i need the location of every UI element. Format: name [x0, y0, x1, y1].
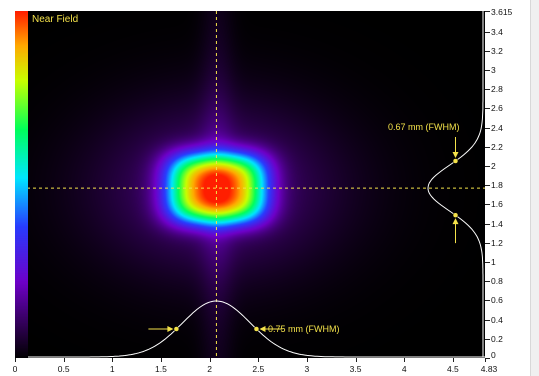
y-axis-tick-label: 1.2 [491, 237, 503, 248]
y-axis-tick-label: 0.6 [491, 295, 503, 306]
x-axis-tick [112, 358, 114, 362]
x-axis-tick-label: 0.5 [57, 364, 70, 374]
y-axis-tick [485, 300, 490, 302]
y-axis-tick [485, 185, 490, 187]
near-field-plot[interactable] [15, 11, 485, 358]
vertical-scrollbar[interactable] [530, 0, 539, 376]
y-axis-tick-label: 1.6 [491, 199, 503, 210]
x-axis-tick [258, 358, 260, 362]
y-axis-tick [485, 242, 490, 244]
y-axis-tick-label: 3 [491, 65, 496, 76]
fwhm-x-label: 0.75 mm (FWHM) [268, 324, 340, 334]
fwhm-x-right-marker [253, 326, 283, 332]
y-axis-tick-label: 0.8 [491, 276, 503, 287]
x-axis-tick-label: 3.5 [349, 364, 362, 374]
y-axis-tick [485, 108, 490, 110]
y-axis-tick-label: 3.615 [491, 7, 513, 17]
y-axis-tick [485, 166, 490, 168]
y-axis-tick-label: 2 [491, 161, 496, 172]
y-axis-tick-label: 3.2 [491, 45, 503, 56]
y-axis-tick-label: 1.8 [491, 180, 503, 191]
y-axis-tick [485, 11, 490, 12]
y-axis-tick [485, 31, 490, 33]
fwhm-y-bottom-marker [452, 212, 459, 244]
view-title: Near Field [32, 14, 79, 25]
y-axis-tick-label: 2.4 [491, 122, 503, 133]
x-axis-tick [63, 358, 65, 362]
y-axis-tick-label: 0.2 [491, 333, 503, 344]
x-axis: 0 0.5 1 1.5 2 2.5 3 3.5 4 4.5 4.83 [12, 358, 505, 376]
fwhm-y-top-marker [452, 137, 459, 164]
y-axis-tick-label: 2.2 [491, 141, 503, 152]
y-axis-tick [485, 262, 490, 263]
color-scale-bar [15, 11, 28, 358]
x-axis-tick-label: 3 [304, 364, 310, 374]
horizontal-profile-curve [15, 300, 485, 358]
x-axis-tick [452, 358, 454, 362]
y-axis-tick [485, 319, 490, 321]
y-axis-tick [485, 338, 490, 340]
y-axis-tick [485, 127, 490, 129]
y-axis-tick [485, 204, 490, 206]
x-axis-tick-label: 1 [109, 364, 115, 374]
x-axis-tick-label: 4.5 [446, 364, 459, 374]
fwhm-x-left-marker [148, 326, 180, 332]
y-axis-tick [485, 281, 490, 283]
y-axis-tick-label: 1.4 [491, 218, 503, 229]
x-axis-tick-label: 4 [401, 364, 407, 374]
y-axis-tick-label: 1 [491, 257, 496, 267]
y-axis-tick-label: 0.4 [491, 314, 503, 325]
beam-intensity-image [15, 11, 485, 358]
x-axis-tick-label: 1.5 [155, 364, 167, 374]
x-axis-tick [485, 358, 486, 362]
y-axis-tick-label: 2.8 [491, 84, 503, 95]
x-axis-tick-label: 2.5 [252, 364, 265, 374]
vertical-profile-curve [427, 11, 484, 357]
y-axis: 3.615 3.4 3.2 3 2.8 2.6 2.4 2.2 2 1.8 1.6 1.4 1.2 1 0.… [485, 7, 539, 360]
x-axis-tick [15, 358, 16, 362]
y-axis-tick [485, 146, 490, 148]
fwhm-y-label: 0.67 mm (FWHM) [388, 122, 460, 132]
y-axis-tick-label: 0 [491, 350, 496, 360]
x-axis-tick [355, 358, 357, 362]
profile-overlay [15, 11, 485, 358]
y-axis-tick-label: 2.6 [491, 103, 503, 114]
x-axis-tick [209, 358, 211, 362]
x-axis-tick-label: 0 [12, 364, 18, 374]
y-axis-tick [485, 70, 490, 72]
x-axis-tick [160, 358, 162, 362]
y-axis-tick [485, 223, 490, 225]
y-axis-tick [485, 89, 490, 91]
y-axis-tick [485, 50, 490, 52]
x-axis-tick [404, 358, 406, 362]
y-axis-tick-label: 3.4 [491, 26, 503, 37]
x-axis-tick [306, 358, 308, 362]
y-axis-tick [485, 358, 490, 359]
x-axis-tick-label: 4.83 [480, 364, 498, 374]
x-axis-tick-label: 2 [207, 364, 212, 374]
